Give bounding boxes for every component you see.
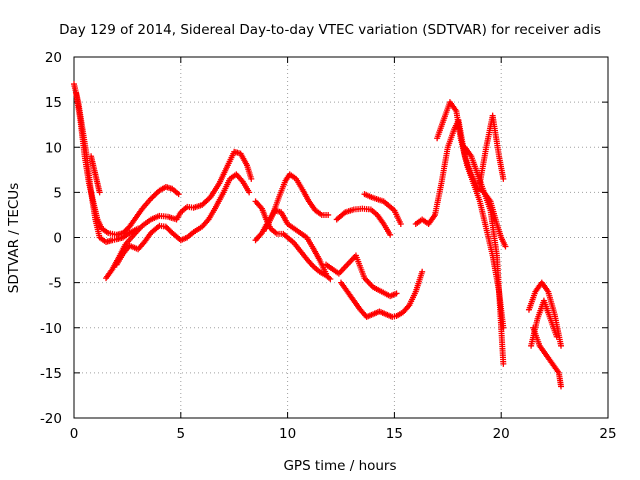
series-track-8 bbox=[252, 207, 330, 277]
series-track-11 bbox=[323, 252, 400, 300]
y-tick-label: -20 bbox=[40, 411, 62, 427]
y-tick-label: 20 bbox=[45, 50, 62, 66]
series-track-15 bbox=[461, 144, 507, 367]
x-tick-label: 10 bbox=[279, 426, 296, 442]
data-point bbox=[558, 342, 565, 349]
data-point bbox=[500, 175, 507, 182]
plot-frame bbox=[73, 56, 609, 419]
series-track-1 bbox=[71, 81, 142, 246]
axis-ticks: 0 5 10 15 20 25 -20 -15 -10 -5 0 5 10 15 20 bbox=[40, 50, 617, 442]
data-point bbox=[397, 220, 404, 227]
data-point bbox=[175, 191, 182, 198]
y-tick-label: 0 bbox=[53, 231, 62, 247]
series-track-10 bbox=[333, 205, 394, 238]
x-tick-label: 0 bbox=[70, 426, 79, 442]
data-point bbox=[393, 290, 400, 297]
data-point bbox=[248, 175, 255, 182]
series-track-6 bbox=[252, 198, 334, 283]
data-point bbox=[387, 231, 394, 238]
y-tick-label: -15 bbox=[40, 366, 62, 382]
series-track-7 bbox=[263, 171, 332, 232]
data-point bbox=[558, 383, 565, 390]
chart-title: Day 129 of 2014, Sidereal Day-to-day VTE… bbox=[59, 22, 601, 38]
series-track-2 bbox=[73, 90, 182, 238]
data-point bbox=[327, 276, 334, 283]
y-tick-label: 15 bbox=[45, 95, 62, 111]
series-track-12 bbox=[361, 191, 404, 227]
data-point bbox=[553, 333, 560, 340]
series-track-17 bbox=[525, 279, 565, 349]
grid bbox=[74, 57, 608, 418]
y-tick-label: 10 bbox=[45, 140, 62, 156]
y-tick-label: -10 bbox=[40, 321, 62, 337]
x-tick-label: 20 bbox=[493, 426, 510, 442]
series-track-3 bbox=[88, 153, 103, 196]
x-tick-label: 25 bbox=[599, 426, 616, 442]
data-point bbox=[325, 211, 332, 218]
y-tick-label: 5 bbox=[53, 185, 62, 201]
data-point bbox=[500, 360, 507, 367]
y-axis-label: SDTVAR / TECUs bbox=[6, 183, 22, 293]
series-track-16 bbox=[476, 112, 507, 187]
data-point bbox=[419, 268, 426, 275]
x-tick-label: 5 bbox=[177, 426, 186, 442]
x-axis-label: GPS time / hours bbox=[283, 458, 396, 474]
x-tick-label: 15 bbox=[386, 426, 403, 442]
data-point bbox=[502, 243, 509, 250]
y-tick-label: -5 bbox=[49, 276, 62, 292]
series-track-13 bbox=[412, 117, 509, 250]
series-track-9 bbox=[338, 268, 426, 320]
data-point bbox=[96, 189, 103, 196]
series-track-19 bbox=[528, 297, 560, 349]
series-track-5 bbox=[113, 171, 253, 268]
data-point bbox=[246, 189, 253, 196]
data-points bbox=[71, 81, 565, 390]
series-track-4 bbox=[103, 148, 255, 282]
data-point bbox=[323, 270, 330, 277]
